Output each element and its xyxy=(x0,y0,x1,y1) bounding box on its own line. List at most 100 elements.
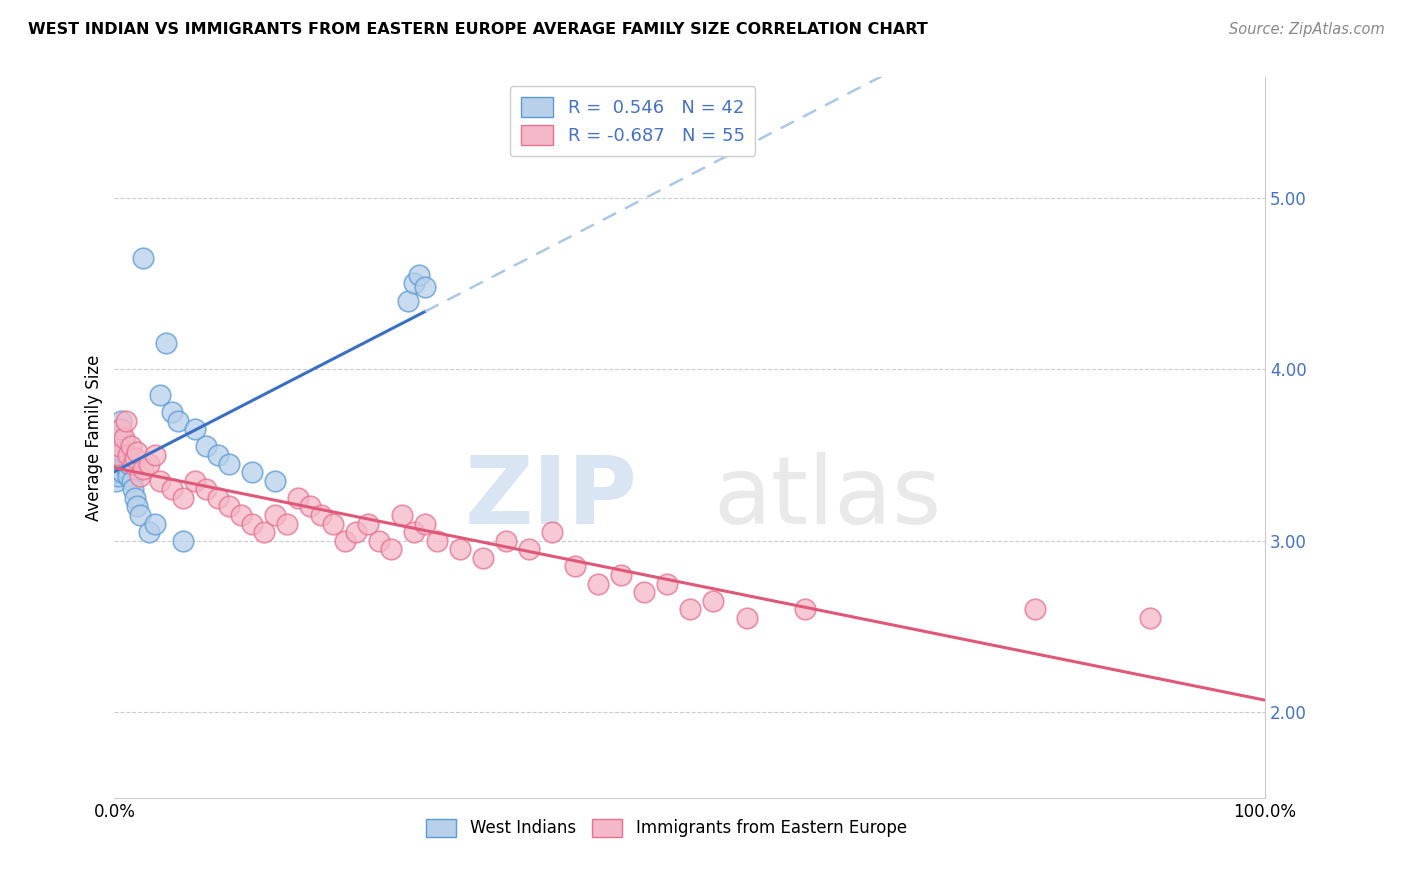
Point xyxy=(111,444,134,458)
Point xyxy=(112,434,135,449)
Point xyxy=(184,422,207,436)
Point xyxy=(517,542,540,557)
Y-axis label: Average Family Size: Average Family Size xyxy=(86,355,103,521)
Point xyxy=(172,533,194,548)
Point xyxy=(114,457,136,471)
Point xyxy=(132,461,155,475)
Point xyxy=(207,491,229,505)
Point xyxy=(120,439,142,453)
Point xyxy=(380,542,402,557)
Point xyxy=(107,461,129,475)
Point xyxy=(702,594,724,608)
Point xyxy=(138,457,160,471)
Point xyxy=(149,388,172,402)
Point xyxy=(149,474,172,488)
Point xyxy=(368,533,391,548)
Point xyxy=(287,491,309,505)
Point xyxy=(449,542,471,557)
Point xyxy=(564,559,586,574)
Text: WEST INDIAN VS IMMIGRANTS FROM EASTERN EUROPE AVERAGE FAMILY SIZE CORRELATION CH: WEST INDIAN VS IMMIGRANTS FROM EASTERN E… xyxy=(28,22,928,37)
Point xyxy=(356,516,378,531)
Point xyxy=(184,474,207,488)
Point xyxy=(425,533,447,548)
Point xyxy=(117,468,139,483)
Point xyxy=(104,474,127,488)
Point xyxy=(160,483,183,497)
Point xyxy=(793,602,815,616)
Point xyxy=(633,585,655,599)
Point xyxy=(127,500,149,514)
Point xyxy=(242,465,264,479)
Point xyxy=(128,468,150,483)
Point xyxy=(155,336,177,351)
Point xyxy=(679,602,702,616)
Point xyxy=(402,525,425,540)
Point xyxy=(586,576,609,591)
Point xyxy=(471,550,494,565)
Point xyxy=(609,568,631,582)
Point xyxy=(195,483,218,497)
Point xyxy=(413,280,436,294)
Point xyxy=(110,414,132,428)
Point xyxy=(264,508,287,522)
Point xyxy=(540,525,562,540)
Point xyxy=(172,491,194,505)
Point xyxy=(655,576,678,591)
Point xyxy=(264,474,287,488)
Point xyxy=(735,611,758,625)
Point xyxy=(121,457,143,471)
Point xyxy=(1024,602,1046,616)
Point xyxy=(108,431,131,445)
Point xyxy=(333,533,356,548)
Point xyxy=(105,457,128,471)
Point xyxy=(207,448,229,462)
Point xyxy=(115,461,138,475)
Point xyxy=(127,444,149,458)
Point xyxy=(108,422,131,436)
Point xyxy=(128,508,150,522)
Point xyxy=(160,405,183,419)
Point xyxy=(124,451,146,466)
Point xyxy=(413,516,436,531)
Point xyxy=(115,414,138,428)
Point xyxy=(108,439,131,453)
Point xyxy=(107,468,129,483)
Point xyxy=(117,448,139,462)
Point xyxy=(218,500,240,514)
Point xyxy=(166,414,188,428)
Point xyxy=(253,525,276,540)
Point xyxy=(229,508,252,522)
Point xyxy=(105,448,128,462)
Point xyxy=(298,500,321,514)
Point xyxy=(124,491,146,505)
Text: Source: ZipAtlas.com: Source: ZipAtlas.com xyxy=(1229,22,1385,37)
Point xyxy=(110,451,132,466)
Point xyxy=(143,516,166,531)
Point xyxy=(402,277,425,291)
Point xyxy=(322,516,344,531)
Point xyxy=(195,439,218,453)
Text: atlas: atlas xyxy=(714,452,942,544)
Point xyxy=(105,448,128,462)
Point xyxy=(391,508,413,522)
Point xyxy=(1139,611,1161,625)
Point xyxy=(111,465,134,479)
Point xyxy=(115,448,138,462)
Point xyxy=(118,457,141,471)
Point xyxy=(143,448,166,462)
Point xyxy=(218,457,240,471)
Point xyxy=(138,525,160,540)
Legend: West Indians, Immigrants from Eastern Europe: West Indians, Immigrants from Eastern Eu… xyxy=(419,812,914,844)
Point xyxy=(121,483,143,497)
Point xyxy=(311,508,333,522)
Point xyxy=(110,422,132,436)
Point xyxy=(495,533,517,548)
Point xyxy=(276,516,298,531)
Point xyxy=(242,516,264,531)
Point xyxy=(112,431,135,445)
Point xyxy=(396,293,419,308)
Point xyxy=(408,268,430,282)
Point xyxy=(132,251,155,265)
Point xyxy=(105,465,128,479)
Point xyxy=(121,474,143,488)
